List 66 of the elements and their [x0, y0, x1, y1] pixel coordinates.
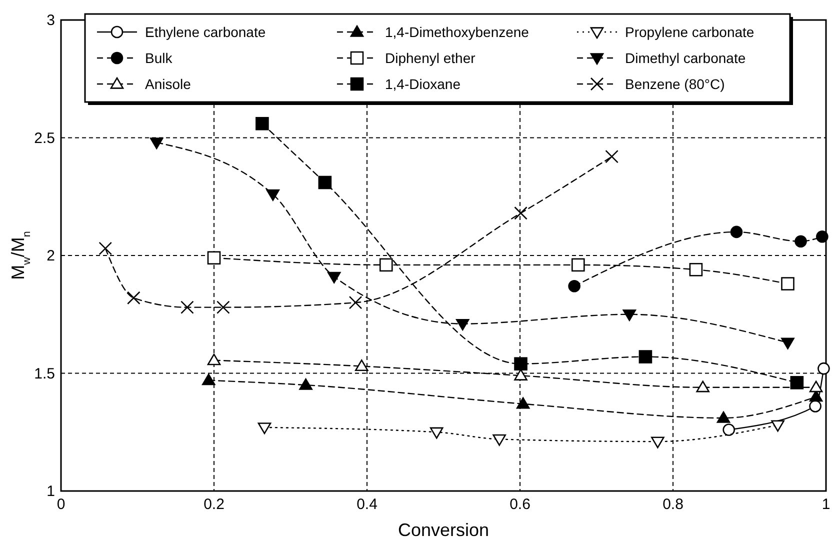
- point: [605, 150, 618, 164]
- point: [689, 262, 703, 276]
- point: [266, 189, 280, 201]
- y-tick-label: 1: [46, 483, 55, 500]
- point: [781, 277, 794, 290]
- point: [354, 360, 368, 372]
- x-tick-label: 0.2: [204, 496, 224, 513]
- legend-label: 1,4-Dioxane: [385, 76, 461, 92]
- legend-label: 1,4-Dimethoxybenzene: [385, 24, 530, 40]
- point: [202, 374, 216, 386]
- point: [730, 226, 743, 238]
- legend-label: Anisole: [145, 76, 192, 92]
- x-tick-label: 0.4: [356, 496, 378, 513]
- point: [348, 296, 362, 310]
- point: [816, 230, 828, 243]
- legend-label: Propylene carbonate: [625, 24, 754, 40]
- point: [514, 368, 528, 380]
- legend-label: Diphenyl ether: [385, 50, 476, 66]
- point: [781, 338, 794, 350]
- point: [809, 390, 823, 402]
- legend-label: Dimethyl carbonate: [625, 50, 746, 66]
- point: [790, 376, 804, 390]
- legend-label: Benzene (80°C): [625, 76, 725, 92]
- point: [809, 380, 823, 392]
- point: [299, 378, 312, 390]
- point: [256, 116, 269, 130]
- point: [150, 138, 164, 150]
- point: [180, 300, 194, 314]
- point: [207, 251, 221, 265]
- point: [514, 357, 528, 370]
- point: [492, 434, 506, 446]
- y-tick-label: 3: [46, 12, 55, 29]
- point: [818, 362, 830, 375]
- point: [216, 300, 230, 314]
- point: [430, 427, 444, 439]
- point: [722, 424, 735, 436]
- point: [127, 291, 140, 305]
- point: [318, 176, 332, 190]
- point: [794, 235, 807, 248]
- x-tick-label: 0.6: [510, 496, 530, 513]
- point: [258, 422, 272, 434]
- point: [651, 436, 664, 448]
- point: [696, 380, 710, 392]
- point: [98, 242, 112, 256]
- legend-label: Ethylene carbonate: [145, 24, 266, 40]
- y-tick-label: 2: [46, 248, 55, 264]
- point: [568, 280, 580, 292]
- point: [771, 420, 784, 432]
- x-axis-title: Conversion: [398, 520, 490, 540]
- point: [571, 258, 585, 272]
- y-tick-label: 1.5: [34, 365, 55, 382]
- point: [809, 400, 822, 412]
- point: [456, 318, 470, 330]
- point: [516, 397, 530, 409]
- point: [327, 272, 341, 284]
- point: [379, 258, 393, 272]
- point: [514, 206, 528, 220]
- point: [207, 354, 221, 366]
- x-tick-label: 0: [56, 496, 66, 513]
- y-tick-label: 2.5: [34, 130, 55, 147]
- point: [622, 310, 636, 322]
- point: [638, 350, 652, 364]
- x-tick-label: 0.8: [662, 496, 684, 513]
- legend-label: Bulk: [145, 50, 174, 66]
- point: [716, 411, 730, 423]
- x-tick-label: 1: [822, 496, 830, 513]
